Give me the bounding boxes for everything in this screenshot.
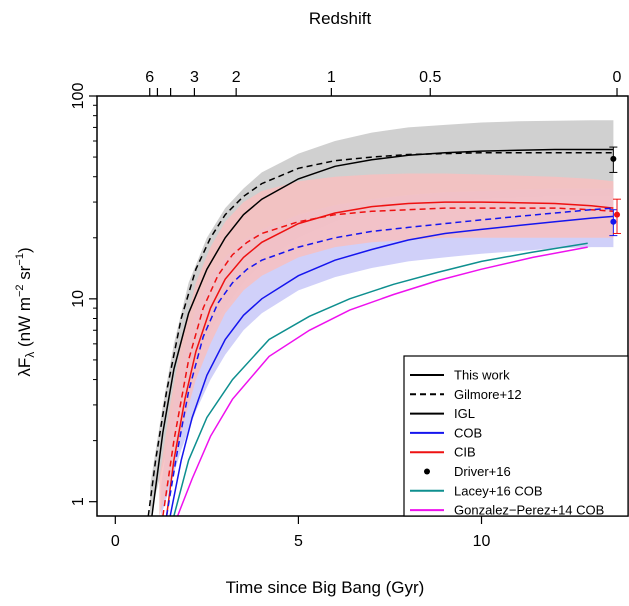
series-gilmore-12-cib	[162, 207, 614, 516]
series-this-work-cob	[169, 215, 614, 516]
legend-item-gonzalez-perez-14-cob: Gonzalez−Perez+14 COB	[410, 503, 604, 518]
legend-item-cob: COB	[410, 425, 482, 440]
y-tick-label: 100	[70, 83, 87, 110]
top-tick-label: 6	[145, 69, 154, 86]
y-tick-label: 10	[70, 290, 87, 308]
series-lines	[147, 148, 614, 516]
series-gilmore-12-cob	[165, 207, 614, 516]
series-this-work	[151, 148, 614, 516]
band-cib	[159, 173, 614, 516]
legend-label: CIB	[454, 445, 476, 460]
legend-item-gilmore-12: Gilmore+12	[410, 387, 522, 402]
band-cob	[161, 188, 614, 516]
y-axis-title: λFλ (nW m−2 sr−1)	[14, 247, 37, 376]
legend-box	[403, 355, 629, 517]
legend-item-cib: CIB	[410, 445, 476, 460]
point-marker	[610, 155, 617, 162]
legend-point-swatch	[424, 468, 430, 475]
y-title-sub: λ	[23, 352, 37, 358]
x-tick-label: 0	[111, 533, 120, 550]
point-driver-16-cob	[609, 209, 618, 237]
y-tick-label: 1	[70, 497, 87, 506]
legend-item-this-work: This work	[410, 368, 510, 383]
x-tick-label: 5	[294, 533, 303, 550]
top-tick-label: 3	[190, 69, 199, 86]
legend-label: This work	[454, 368, 510, 383]
x-tick-label: 10	[473, 533, 491, 550]
top-tick-label: 0	[613, 69, 622, 86]
y-title-mid: sr	[15, 265, 34, 284]
legend-item-igl: IGL	[410, 406, 475, 421]
y-title-close: )	[15, 247, 34, 253]
data-points	[609, 146, 622, 237]
series-this-work-cib	[165, 201, 614, 516]
top-tick-label: 2	[232, 69, 241, 86]
top-axis-title: Redshift	[309, 9, 372, 28]
y-title-open: (nW m	[15, 297, 34, 352]
legend-label: Gonzalez−Perez+14 COB	[454, 503, 604, 518]
legend-label: Lacey+16 COB	[454, 483, 543, 498]
y-title-exp1: −2	[14, 284, 26, 297]
top-tick-label: 1	[327, 69, 336, 86]
legend-label: COB	[454, 425, 482, 440]
legend-label: Driver+16	[454, 464, 511, 479]
series-lacey-16-cob	[173, 242, 588, 516]
uncertainty-bands	[150, 120, 614, 516]
x-axis-title: Time since Big Bang (Gyr)	[226, 578, 425, 597]
point-driver-16-igl	[609, 146, 618, 173]
y-title-lambda: λF	[15, 358, 34, 377]
point-marker	[610, 218, 617, 225]
y-title-exp2: −1	[14, 253, 26, 266]
legend-label: IGL	[454, 406, 475, 421]
plot-frame	[96, 95, 629, 517]
legend-item-lacey-16-cob: Lacey+16 COB	[410, 483, 543, 498]
series-gilmore-12	[147, 152, 614, 516]
top-tick-label: 0.5	[419, 69, 441, 86]
series-gonzalez-perez-14-cob	[176, 246, 588, 516]
point-driver-16-cib	[613, 198, 622, 234]
legend: This work Gilmore+12 IGL COB CIB Driver+16 Lac…	[403, 355, 629, 518]
legend-item-driver-16: Driver+16	[424, 464, 511, 479]
legend-label: Gilmore+12	[454, 387, 522, 402]
axes: 0 5 10 1 10 100 6 3 2 1 0.5 0	[70, 69, 622, 550]
point-marker	[614, 211, 621, 218]
